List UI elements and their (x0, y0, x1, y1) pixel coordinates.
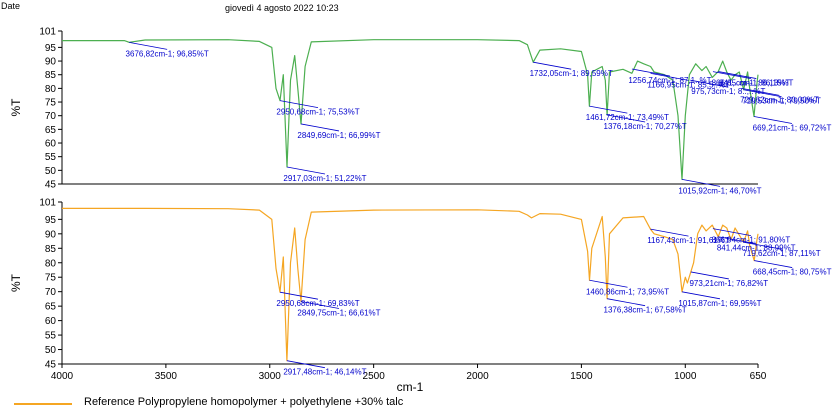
peak-annotation: 1256,74cm-1; 87,1..%T (628, 76, 711, 85)
y-tick-label: 60 (45, 316, 57, 327)
spectrum-line (62, 207, 759, 362)
y-tick-label: 65 (45, 302, 57, 313)
legend: Reference Polypropylene homopolymer + po… (0, 394, 838, 416)
peak-leader-line (718, 71, 757, 79)
y-tick-label: 45 (45, 180, 57, 191)
spectrum-line (62, 39, 759, 180)
y-axis-title: %T (9, 273, 23, 292)
peak-leader-line (743, 241, 782, 250)
y-tick-label: 50 (45, 166, 57, 177)
peak-leader-line (650, 228, 689, 237)
peak-leader-line (279, 291, 319, 300)
peak-leader-line (533, 61, 572, 70)
peak-annotation: 1015,92cm-1; 46,70%T (678, 186, 761, 195)
y-tick-label: 70 (45, 287, 57, 298)
peak-annotation: 841,..cm-1; 86,15%T (719, 79, 793, 88)
peak-annotation: 1167,43cm-1; 91,61%T (647, 236, 730, 245)
y-tick-label: 65 (45, 125, 57, 136)
y-tick-label: 70 (45, 111, 57, 122)
peak-annotation: 1166,95cm-1; 85,5..%T (647, 80, 730, 89)
y-tick-label: 60 (45, 139, 57, 150)
peak-annotation: 1461,72cm-1; 73,49%T (586, 113, 669, 122)
peak-leader-line (607, 114, 646, 123)
x-axis-title: cm-1 (397, 380, 424, 392)
y-tick-label: 75 (45, 98, 57, 109)
peak-annotation: 1015,87cm-1; 69,95%T (678, 299, 761, 308)
peak-leader-line (631, 68, 671, 77)
peak-leader-line (754, 260, 793, 268)
y-tick-label: 55 (45, 152, 57, 163)
peak-leader-line (681, 291, 721, 300)
y-tick-label: 50 (45, 345, 57, 356)
peak-annotation: 2849,75cm-1; 66,61%T (297, 308, 380, 317)
peak-leader-line (712, 71, 752, 80)
peak-leader-line (286, 360, 325, 369)
y-tick-label: 45 (45, 360, 57, 371)
peak-leader-line (300, 123, 340, 132)
peak-annotation: 2950,68cm-1; 69,83%T (276, 299, 359, 308)
peak-leader-line (650, 72, 689, 81)
peak-annotation: 668,45cm-1; 80,75%T (753, 268, 832, 277)
y-tick-label: 80 (45, 258, 57, 269)
x-tick-label: 4000 (51, 371, 74, 382)
peak-annotation: 975,73cm-1; 8..,..%T (691, 87, 765, 96)
peak-annotation: 3676,82cm-1; 96,85%T (126, 49, 209, 58)
y-tick-label: 101 (39, 198, 56, 209)
peak-leader-line (589, 279, 628, 288)
x-tick-label: 3000 (259, 371, 282, 382)
y-tick-label: 95 (45, 215, 57, 226)
peak-annotation: 2849,69cm-1; 66,99%T (297, 131, 380, 140)
timestamp: giovedì 4 agosto 2022 10:23 (225, 3, 339, 13)
ftir-spectrum-chart: 101 95 90 85 80 75 70 65 60 55 50 45 %T 3676,82cm-1; … (9, 27, 832, 393)
peak-annotation: 2950,68cm-1; 75,53%T (276, 108, 359, 117)
peak-annotation: 1376,18cm-1; 70,27%T (604, 122, 687, 131)
peak-leader-line (607, 298, 646, 307)
legend-label: Reference Polypropylene homopolymer + po… (84, 396, 404, 408)
date-label: Date (1, 1, 21, 11)
peak-leader-line (743, 89, 782, 98)
peak-annotation: 841,44cm-1; 88,99%T (717, 244, 796, 253)
peak-leader-line (690, 271, 729, 280)
y-tick-label: 101 (39, 27, 56, 38)
peak-annotation: 669,21cm-1; 69,72%T (753, 123, 832, 132)
peak-leader-line (690, 79, 729, 88)
y-tick-label: 55 (45, 331, 57, 342)
peak-leader-line (129, 41, 168, 50)
peak-annotation: 973,21cm-1; 76,82%T (689, 279, 768, 288)
peak-annotation: 729,62cm-1; 80,00%T (740, 95, 819, 104)
peak-annotation: 1732,05cm-1; 89,59%T (530, 69, 613, 78)
y-tick-label: 90 (45, 57, 57, 68)
y-tick-label: 90 (45, 229, 57, 240)
peak-annotation: 719,53cm-1; 79,50%T (742, 97, 821, 106)
peak-leader-line (589, 105, 628, 114)
y-tick-label: 85 (45, 70, 57, 81)
peak-leader-line (712, 228, 752, 237)
legend-swatch (14, 403, 72, 405)
y-tick-label: 75 (45, 273, 57, 284)
peak-leader-line (286, 166, 326, 175)
x-tick-label: 1000 (674, 371, 697, 382)
x-tick-label: 2500 (363, 371, 386, 382)
peak-leader-line (741, 87, 780, 96)
peak-annotation: 2917,03cm-1; 51,22%T (283, 174, 366, 183)
x-tick-label: 1500 (570, 371, 593, 382)
peak-annotation: 866,94cm-1; 91,80%T (712, 236, 791, 245)
peak-annotation: 1460,86cm-1; 73,95%T (586, 287, 669, 296)
peak-leader-line (681, 178, 721, 187)
peak-annotation: 719,62cm-1; 87,11%T (742, 249, 820, 258)
peak-leader-line (279, 100, 319, 108)
x-tick-label: 2000 (466, 371, 489, 382)
peak-annotation: 1376,38cm-1; 67,58%T (604, 306, 687, 315)
x-tick-label: 3500 (155, 371, 178, 382)
peak-leader-line (753, 116, 793, 124)
peak-annotation: 2917,48cm-1; 46,14%T (283, 368, 366, 377)
peak-leader-line (718, 236, 757, 245)
peak-leader-line (300, 301, 340, 309)
y-tick-label: 80 (45, 84, 57, 95)
peak-annotation: 866,85cm-1; 86,13%T (712, 79, 791, 88)
x-tick-label: 650 (750, 371, 767, 382)
y-axis-title: %T (9, 98, 23, 117)
y-tick-label: 95 (45, 43, 57, 54)
y-tick-label: 85 (45, 244, 57, 255)
